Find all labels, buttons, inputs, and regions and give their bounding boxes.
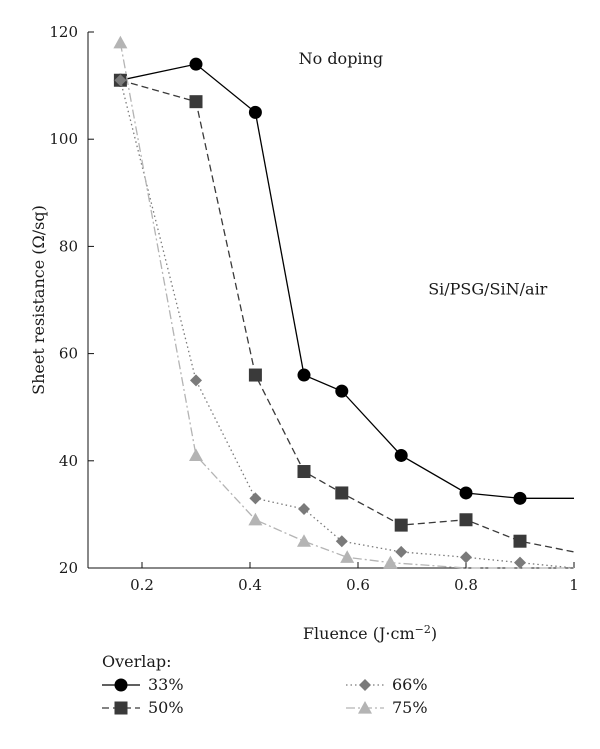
legend-label-50-pct: 50% <box>148 698 184 717</box>
data-point-33-pct <box>394 448 408 462</box>
legend-item-33-pct: 33% <box>102 675 184 694</box>
legend-marker-50-pct <box>114 701 128 715</box>
data-point-33-pct <box>297 368 311 382</box>
y-tick-label: 60 <box>59 345 78 363</box>
x-tick-label: 1 <box>569 576 579 594</box>
data-point-66-pct <box>298 503 310 516</box>
legend: Overlap: 33% 50% 66% 75% <box>102 652 428 717</box>
data-point-50-pct <box>335 486 349 500</box>
legend-marker-66-pct <box>359 679 371 691</box>
data-point-33-pct <box>513 491 527 505</box>
series-75-pct <box>113 35 574 569</box>
series-layer <box>113 35 575 569</box>
legend-title: Overlap: <box>102 652 172 671</box>
data-point-33-pct <box>459 486 473 500</box>
legend-item-50-pct: 50% <box>102 698 184 717</box>
data-point-75-pct <box>383 555 398 569</box>
y-tick-label: 20 <box>59 559 78 577</box>
data-point-75-pct <box>297 534 311 547</box>
data-point-66-pct <box>190 374 202 387</box>
data-point-66-pct <box>335 535 348 548</box>
data-point-50-pct <box>394 518 408 532</box>
series-50-pct <box>113 73 575 553</box>
legend-label-66-pct: 66% <box>392 675 428 694</box>
x-axis-title: Fluence (J·cm−2) <box>303 623 437 643</box>
data-point-75-pct <box>248 512 263 526</box>
data-point-33-pct <box>248 105 262 119</box>
data-point-66-pct <box>249 492 262 505</box>
legend-marker-75-pct <box>358 701 372 714</box>
chart-annotation: Si/PSG/SiN/air <box>428 280 547 299</box>
y-tick-label: 100 <box>49 130 78 148</box>
series-line-75-pct <box>119 42 574 569</box>
series-line-50-pct <box>120 79 575 553</box>
x-tick-label: 0.8 <box>454 576 478 594</box>
data-point-75-pct <box>113 35 128 49</box>
data-point-66-pct <box>395 545 408 558</box>
chart-annotation: No doping <box>299 49 384 68</box>
data-point-50-pct <box>513 534 527 548</box>
series-33-pct <box>113 57 574 505</box>
legend-item-75-pct: 75% <box>346 698 428 717</box>
y-tick-label: 80 <box>59 237 78 255</box>
data-point-66-pct <box>514 556 526 569</box>
axes-layer: 20 40 60 80 100 120 0.2 0.4 0.6 0.8 1 <box>49 23 578 594</box>
data-point-50-pct <box>297 465 311 479</box>
data-point-50-pct <box>248 368 262 382</box>
series-66-pct <box>114 74 575 569</box>
x-tick-label: 0.6 <box>346 576 370 594</box>
data-point-75-pct <box>189 448 203 462</box>
y-axis-title: Sheet resistance (Ω/sq) <box>29 205 48 395</box>
data-point-50-pct <box>189 95 203 109</box>
x-tick-label: 0.2 <box>130 576 154 594</box>
annotation-layer: No doping Si/PSG/SiN/air <box>299 49 548 298</box>
data-point-33-pct <box>335 384 349 398</box>
legend-label-75-pct: 75% <box>392 698 428 717</box>
data-point-66-pct <box>460 551 472 564</box>
y-tick-label: 120 <box>49 23 78 41</box>
legend-marker-33-pct <box>114 678 128 692</box>
legend-label-33-pct: 33% <box>148 675 184 694</box>
y-tick-label: 40 <box>59 452 78 470</box>
data-point-75-pct <box>340 550 355 563</box>
data-point-66-pct <box>114 74 127 87</box>
x-tick-label: 0.4 <box>238 576 262 594</box>
legend-item-66-pct: 66% <box>346 675 428 694</box>
data-point-50-pct <box>459 513 473 527</box>
data-point-33-pct <box>189 57 203 71</box>
